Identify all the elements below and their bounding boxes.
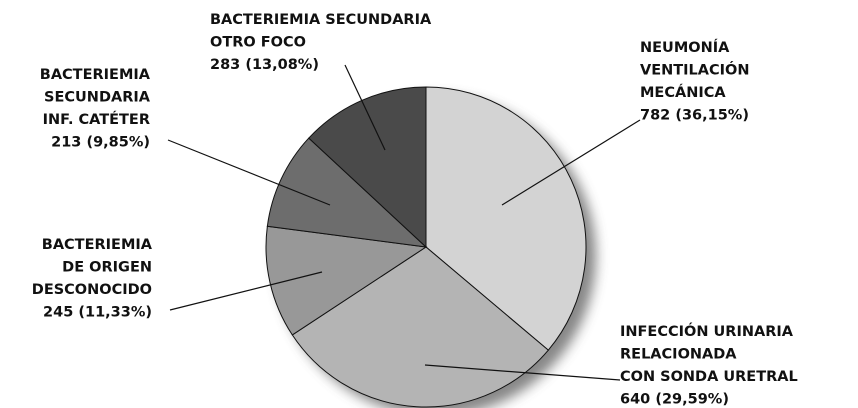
slice-label: OTRO FOCO (210, 35, 306, 51)
slice-label: CON SONDA URETRAL (620, 369, 798, 385)
slice-label: INFECCIÓN URINARIA (620, 322, 794, 340)
slice-label: MECÁNICA (640, 84, 726, 101)
leader-line (424, 364, 621, 381)
slice-label: NEUMONÍA (640, 39, 730, 56)
pie-slice (266, 137, 428, 248)
slice-label: DESCONOCIDO (32, 282, 152, 298)
value-label: 782 (36,15%) (640, 108, 749, 124)
pie-slice (291, 246, 549, 408)
pie-slice (425, 86, 587, 351)
value-label: 283 (13,08%) (210, 57, 319, 73)
leader-line (344, 64, 386, 151)
slice-label: DE ORIGEN (62, 260, 152, 276)
slice-label: BACTERIEMIA SECUNDARIA (210, 12, 432, 28)
slice-label: SECUNDARIA (44, 90, 151, 106)
slice-label: RELACIONADA (620, 347, 737, 363)
value-label: 245 (11,33%) (43, 305, 152, 321)
leader-line (501, 119, 641, 206)
value-label: 213 (9,85%) (51, 135, 150, 151)
slice-label: BACTERIEMIA (42, 237, 153, 253)
slice-label: INF. CATÉTER (43, 111, 150, 128)
pie-slice (265, 225, 428, 336)
value-label: 640 (29,59%) (620, 392, 729, 408)
leader-line (169, 271, 323, 311)
slice-label: VENTILACIÓN (640, 61, 750, 79)
leader-line (167, 139, 331, 206)
slice-label: BACTERIEMIA (40, 67, 151, 83)
